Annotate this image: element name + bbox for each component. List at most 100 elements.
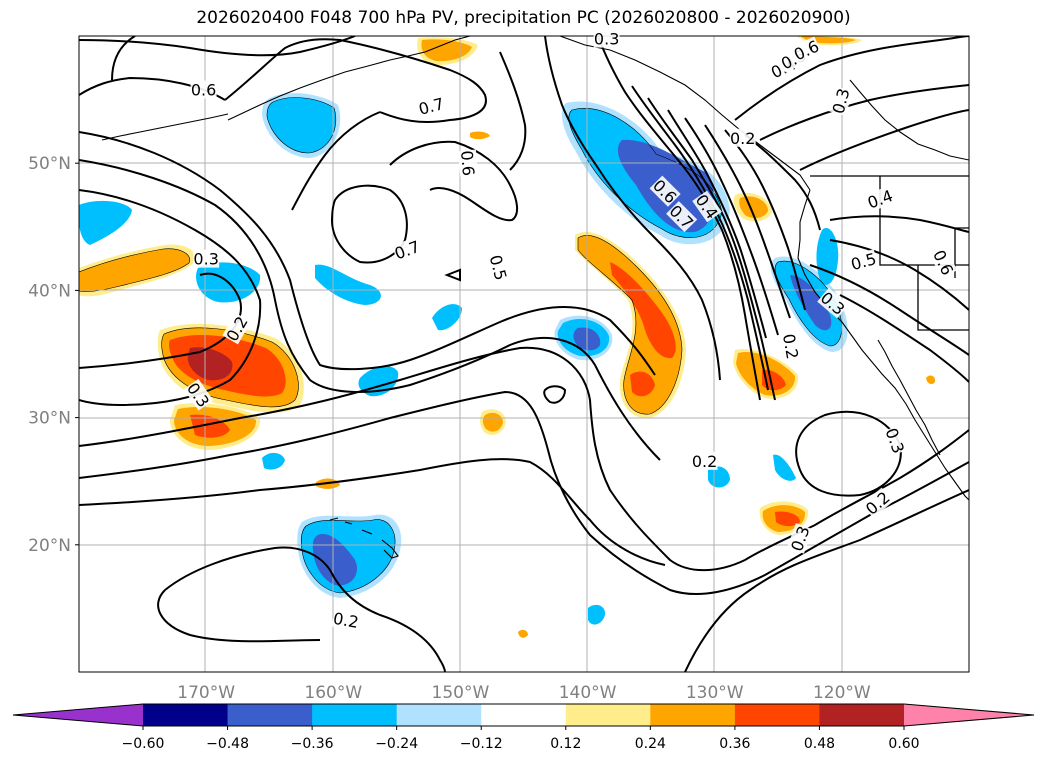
colorbar-segment <box>565 704 651 726</box>
precip-area-positive <box>190 414 230 438</box>
contour-label-bg <box>790 36 822 64</box>
pv-contour <box>111 36 136 81</box>
pv-contour <box>631 85 769 391</box>
lon-tick-label: 160°W <box>304 683 362 703</box>
contour-label-text: 0.3 <box>193 250 218 269</box>
shading-outline <box>266 97 337 154</box>
contour-label-text: 0.6 <box>457 150 478 177</box>
precip-area-positive <box>518 629 528 638</box>
precip-area-positive <box>739 196 768 219</box>
shading-outline <box>577 235 683 415</box>
contour-label-bg <box>848 249 879 274</box>
contour-label-bg <box>190 80 217 99</box>
contour-label-bg <box>786 523 813 554</box>
colorbar-segment <box>481 704 567 726</box>
colorbar-tick-label: 0.24 <box>635 736 666 752</box>
contour-label-bg <box>864 185 896 212</box>
colorbar-segment <box>312 704 398 726</box>
latitude-tick-labels: 20°N 30°N 40°N 50°N <box>28 154 79 556</box>
pv-contour <box>544 36 721 381</box>
colorbar-segment <box>227 704 313 726</box>
contour-label-bg <box>416 93 447 119</box>
contour-label: 0.2 <box>331 608 361 632</box>
lon-tick-label: 170°W <box>177 683 235 703</box>
contour-label-bg <box>779 332 803 361</box>
colorbar-segment <box>734 704 820 726</box>
colorbar-tick-label: 0.36 <box>719 736 750 752</box>
precip-area-negative <box>267 97 336 153</box>
colorbar-tick-label: 0.48 <box>804 736 835 752</box>
pv-contour <box>809 264 969 356</box>
precip-area-positive <box>926 375 936 385</box>
contour-label: 0.3 <box>786 523 814 554</box>
shading-outline <box>568 108 723 239</box>
precip-area-positive <box>187 347 233 381</box>
contour-label-bg <box>828 85 853 116</box>
precip-area-positive <box>578 235 682 415</box>
precip-area-positive <box>470 131 490 140</box>
contour-label-bg <box>391 236 423 263</box>
colorbar-tick-label: 0.12 <box>550 736 581 752</box>
map-panel: 0.60.70.60.70.50.30.20.30.60.70.40.20.30… <box>28 29 970 703</box>
pv-contour <box>829 215 969 233</box>
contour-label-bg <box>193 249 220 268</box>
pv-contour <box>499 51 527 171</box>
pv-contour <box>79 36 356 57</box>
precip-area-negative <box>773 454 796 481</box>
precip-area-negative <box>432 304 462 331</box>
contour-label-bg <box>666 201 698 233</box>
contour-label-bg <box>692 190 722 223</box>
pv-contour <box>444 268 461 282</box>
colorbar-tick-label: −0.24 <box>375 736 418 752</box>
precip-area-positive <box>775 511 800 527</box>
contour-label: 0.3 <box>193 249 220 269</box>
contour-label-bg <box>486 252 511 283</box>
coastline-hawaii <box>329 517 399 559</box>
coastline-alaska-panhandle <box>559 36 811 191</box>
contour-label-bg <box>929 246 958 279</box>
colorbar-extend-low <box>13 704 143 726</box>
pv-contour <box>667 109 767 339</box>
coastline-aleutians <box>101 113 229 141</box>
contour-label-text: 0.2 <box>332 609 360 632</box>
contour-label-bg <box>861 487 894 519</box>
pv-contour <box>330 184 408 264</box>
colorbar-extend-high <box>904 704 1034 726</box>
coastline-west-us <box>797 189 969 501</box>
contour-label-text: 0.2 <box>779 332 802 360</box>
pv-contour <box>79 159 661 461</box>
pv-contour <box>734 36 969 121</box>
pv-contour <box>79 131 656 376</box>
contour-label-bg <box>691 451 718 470</box>
pv-contour <box>724 129 806 311</box>
lon-tick-label: 130°W <box>686 683 744 703</box>
colorbar-segment <box>396 704 482 726</box>
contour-label-bg <box>457 149 479 177</box>
pv-contour <box>799 109 969 171</box>
colorbar-tick-label: 0.60 <box>888 736 919 752</box>
colorbar-tick-label: −0.48 <box>206 736 249 752</box>
pv-contour <box>79 189 262 407</box>
shading-outline <box>79 248 191 293</box>
lon-tick-label: 140°W <box>559 683 617 703</box>
pv-contour <box>79 458 666 566</box>
contour-label-bg <box>222 312 251 345</box>
precip-shading <box>79 36 936 638</box>
contour-label: 0.2 <box>691 451 718 471</box>
colorbar-tick-labels: −0.60 −0.48 −0.36 −0.24 −0.12 0.12 0.24 0.36 0.4… <box>122 726 920 752</box>
lon-tick-label: 150°W <box>432 683 490 703</box>
pv-contour <box>704 124 791 319</box>
contour-label: 0.3 <box>593 29 620 49</box>
longitude-tick-labels: 170°W 160°W 150°W 140°W 130°W 120°W <box>177 683 871 703</box>
contour-label: 0.2 <box>779 332 803 361</box>
colorbar-tick-label: −0.60 <box>122 736 165 752</box>
pv-contour <box>79 390 969 596</box>
lat-tick-label: 30°N <box>28 409 71 429</box>
contour-label-text: 0.3 <box>594 30 619 49</box>
gridlines <box>79 36 969 672</box>
lat-tick-label: 50°N <box>28 154 71 174</box>
precip-area-negative <box>588 604 606 625</box>
lat-tick-label: 20°N <box>28 536 71 556</box>
colorbar-tick-label: −0.36 <box>291 736 334 752</box>
